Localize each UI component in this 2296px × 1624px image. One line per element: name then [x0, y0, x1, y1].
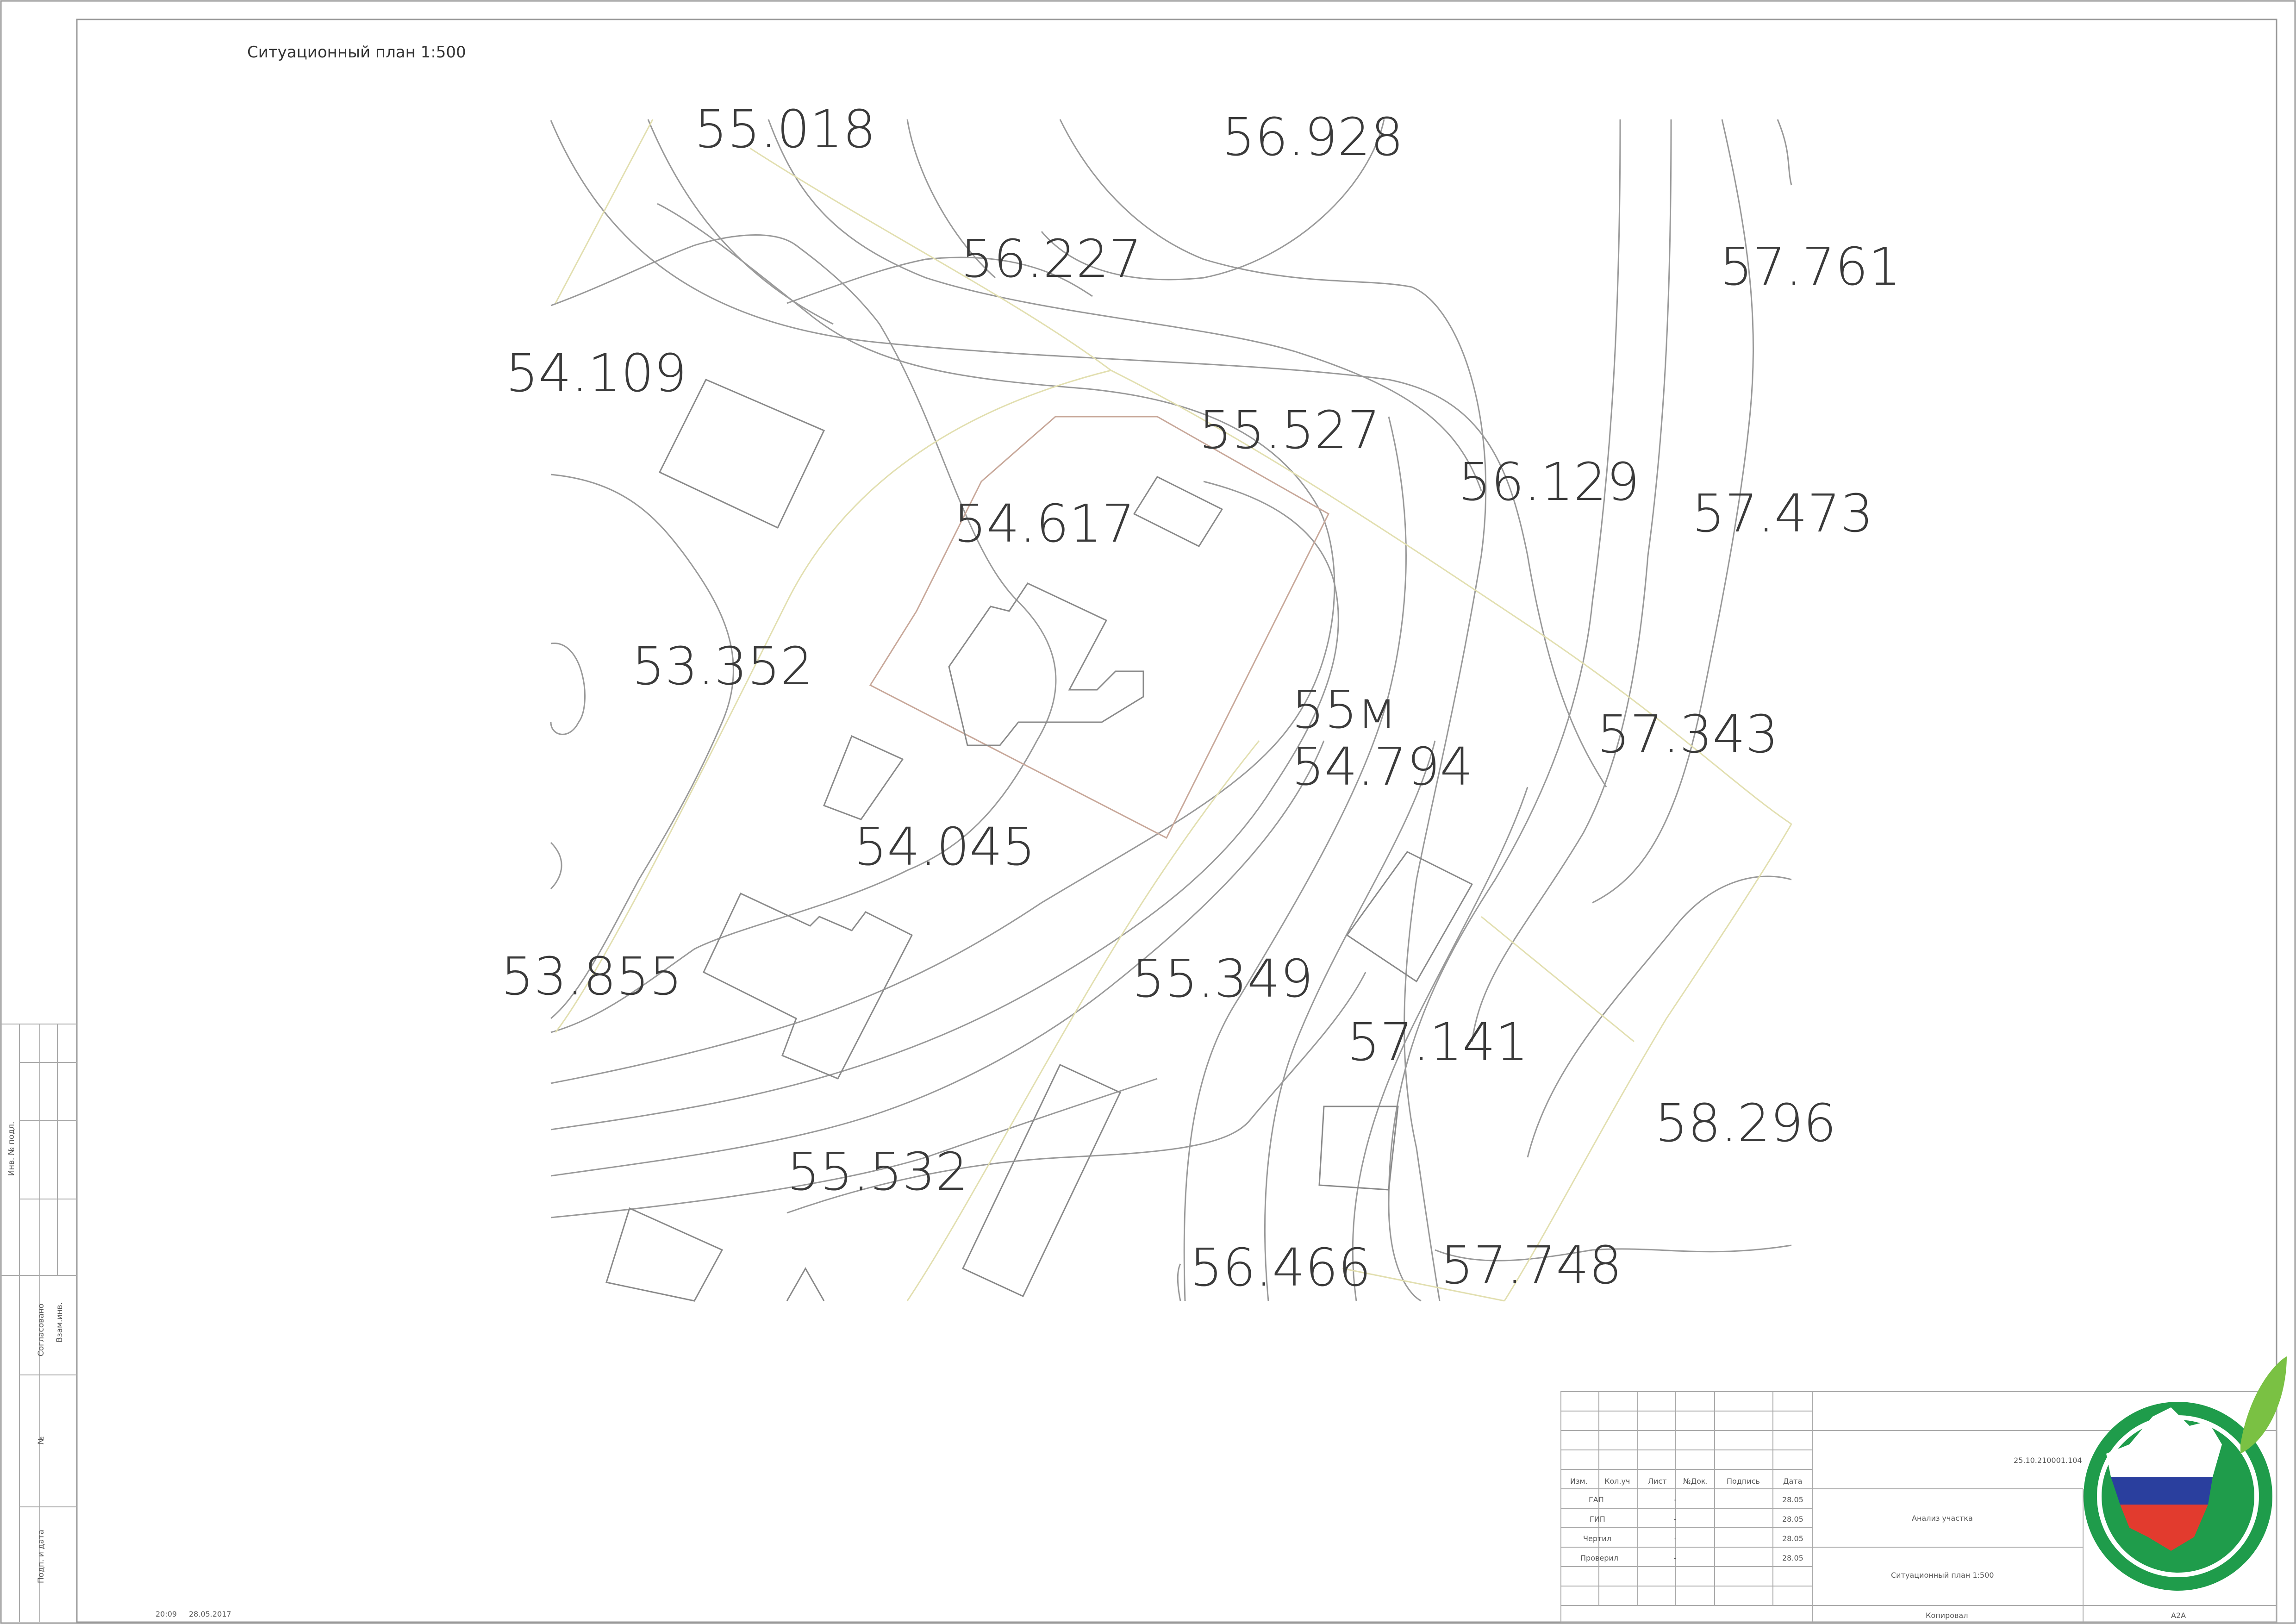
elevation-label: 55.527: [1199, 400, 1380, 461]
elevation-label: 57.343: [1597, 705, 1778, 765]
replaced-label: Взам.инв.: [55, 1302, 64, 1343]
elevation-label: 57.141: [1347, 1012, 1529, 1073]
organization-logo: [2084, 1356, 2287, 1591]
footer-date: 28.05.2017: [189, 1610, 231, 1618]
sheet-name-label: Ситуационный план 1:500: [1891, 1571, 1994, 1580]
elevation-label: 53.855: [501, 947, 682, 1007]
analysis-label: Анализ участка: [1912, 1514, 1973, 1523]
elevation-label: 56.129: [1458, 452, 1640, 512]
role-drawn: Чертил: [1583, 1534, 1611, 1543]
header-kol: Кол.уч: [1604, 1477, 1630, 1486]
elevation-label: 55.532: [787, 1142, 968, 1202]
document-code: 25.10.210001.104: [2014, 1456, 2082, 1465]
no-label: №: [37, 1436, 46, 1444]
plot-outline: [869, 416, 1329, 839]
elevation-label: 54.617: [954, 494, 1135, 554]
footer-time: 20:09: [156, 1610, 177, 1618]
contour-lines: [550, 119, 1792, 1302]
buildings: [605, 379, 1473, 1302]
sign-date-label: Подп. и дата: [37, 1530, 46, 1583]
elevation-label: 55.018: [694, 100, 876, 160]
header-izm: Изм.: [1570, 1477, 1588, 1486]
elevation-labels: 55.018 56.928 56.227 57.761 54.109 55.52…: [501, 100, 1901, 1298]
inner-frame: [76, 19, 2277, 1623]
parcel-boundaries: [555, 119, 1792, 1302]
side-stamp: Инв. № подл. Подп. и дата Согласовано Вз…: [1, 1024, 77, 1622]
role-dash: -: [1674, 1534, 1677, 1543]
elevation-label: 56.928: [1222, 107, 1404, 168]
elevation-label: 57.473: [1692, 484, 1873, 544]
site-map: 55.018 56.928 56.227 57.761 54.109 55.52…: [501, 100, 1901, 1302]
header-doc: №Док.: [1683, 1477, 1708, 1486]
format-label: А2А: [2171, 1611, 2186, 1620]
role-gap: ГАП: [1589, 1495, 1604, 1504]
role-date: 28.05: [1782, 1495, 1803, 1504]
role-dash: -: [1674, 1554, 1677, 1562]
inv-no-label: Инв. № подл.: [7, 1122, 16, 1176]
elevation-label: 54.045: [854, 817, 1036, 877]
elevation-label: 57.748: [1441, 1236, 1622, 1296]
elevation-label: 53.352: [632, 637, 813, 697]
agreed-label: Согласовано: [37, 1304, 46, 1356]
role-dash: -: [1674, 1495, 1677, 1504]
role-gip: ГИП: [1590, 1515, 1605, 1524]
role-date: 28.05: [1782, 1534, 1803, 1543]
role-date: 28.05: [1782, 1515, 1803, 1524]
role-date: 28.05: [1782, 1554, 1803, 1562]
elevation-label: 58.296: [1655, 1093, 1836, 1154]
header-sign: Подпись: [1727, 1477, 1760, 1486]
role-checked: Проверил: [1580, 1554, 1618, 1562]
role-dash: -: [1674, 1515, 1677, 1524]
elevation-label: 56.227: [961, 229, 1142, 289]
elevation-label: 56.466: [1190, 1238, 1371, 1298]
title-block: Изм. Кол.уч Лист №Док. Подпись Дата ГАП …: [1560, 1391, 2277, 1623]
elevation-label: 54.794: [1292, 737, 1473, 797]
elevation-label: 54.109: [505, 344, 687, 404]
sheet-title: Ситуационный план 1:500: [247, 43, 466, 62]
elevation-label: 55.349: [1132, 949, 1313, 1009]
plot-size-label: 55м: [1292, 680, 1397, 740]
elevation-label: 57.761: [1720, 237, 1901, 297]
header-list: Лист: [1648, 1477, 1667, 1486]
header-date: Дата: [1783, 1477, 1802, 1486]
copied-label: Копировал: [1926, 1611, 1968, 1620]
